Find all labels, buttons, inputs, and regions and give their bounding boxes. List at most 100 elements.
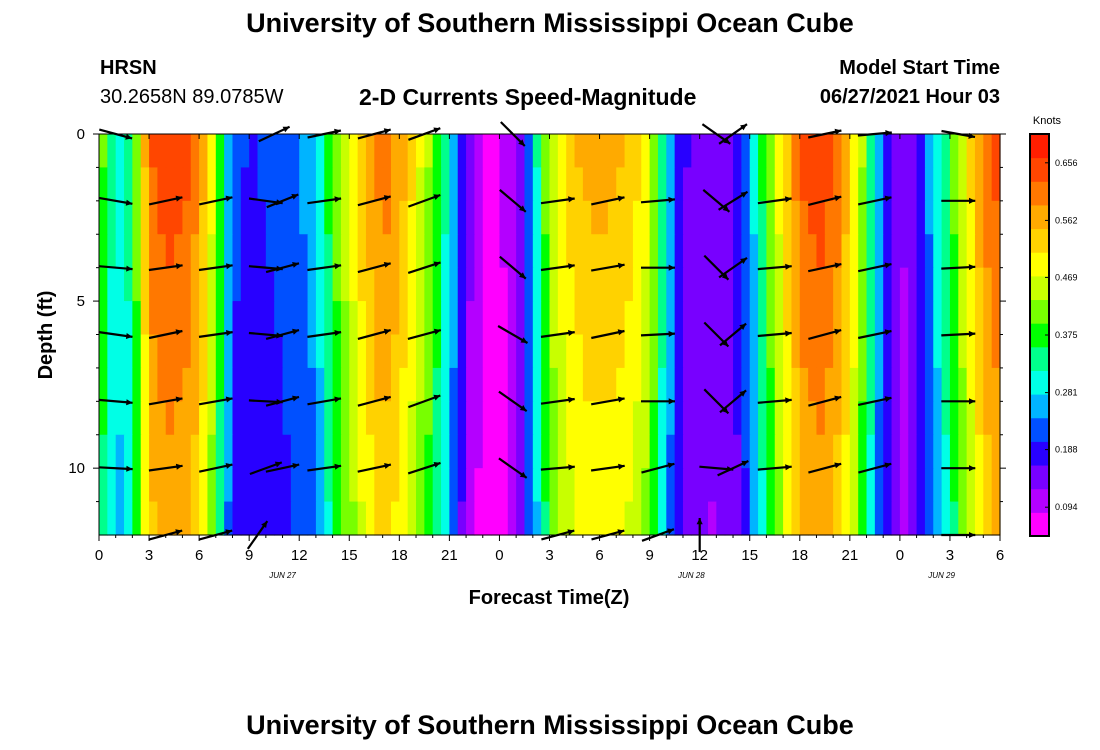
current-vector-head	[175, 463, 183, 470]
heatmap-cell	[215, 468, 225, 503]
heatmap-cell	[883, 468, 893, 503]
heatmap-cell	[699, 134, 709, 169]
heatmap-cell	[883, 501, 893, 536]
current-vector-head	[617, 529, 625, 536]
heatmap-cells	[99, 134, 1001, 536]
heatmap-cell	[374, 200, 384, 235]
heatmap-cell	[899, 267, 909, 302]
heatmap-cell	[749, 501, 759, 536]
heatmap-cell	[941, 501, 951, 536]
heatmap-cell	[399, 367, 409, 402]
heatmap-cell	[315, 334, 325, 369]
heatmap-cell	[933, 267, 943, 302]
heatmap-cell	[599, 501, 609, 536]
heatmap-cell	[616, 501, 626, 536]
current-vector-head	[126, 465, 133, 472]
current-vector-head	[617, 262, 625, 269]
heatmap-cell	[482, 434, 492, 469]
heatmap-cell	[824, 234, 834, 269]
current-vector-head	[292, 328, 299, 335]
heatmap-cell	[833, 234, 843, 269]
heatmap-cell	[541, 501, 551, 536]
heatmap-cell	[574, 468, 584, 503]
heatmap-cell	[532, 167, 542, 202]
heatmap-cell	[507, 468, 517, 503]
heatmap-cell	[324, 401, 334, 436]
heatmap-cell	[574, 167, 584, 202]
heatmap-cell	[991, 367, 1001, 402]
heatmap-cell	[749, 301, 759, 336]
heatmap-cell	[499, 234, 509, 269]
colorbar-band	[1030, 488, 1049, 513]
heatmap-cell	[741, 468, 751, 503]
heatmap-cell	[232, 468, 242, 503]
heatmap-cell	[182, 267, 192, 302]
current-vector-head	[785, 263, 792, 270]
heatmap-cell	[574, 367, 584, 402]
heatmap-cell	[265, 167, 275, 202]
heatmap-cell	[249, 367, 259, 402]
heatmap-cell	[833, 167, 843, 202]
heatmap-cell	[983, 167, 993, 202]
heatmap-cell	[124, 468, 133, 503]
heatmap-cell	[357, 301, 367, 336]
heatmap-cell	[624, 234, 634, 269]
colorbar-band	[1030, 275, 1049, 301]
heatmap-cell	[365, 167, 375, 202]
heatmap-cell	[916, 468, 926, 503]
heatmap-cell	[174, 134, 184, 169]
heatmap-cell	[666, 334, 676, 369]
heatmap-cell	[491, 334, 501, 369]
heatmap-cell	[733, 200, 742, 235]
heatmap-cell	[783, 367, 793, 402]
heatmap-cell	[824, 167, 834, 202]
heatmap-cell	[791, 167, 801, 202]
heatmap-cell	[474, 301, 484, 336]
heatmap-cell	[632, 401, 642, 436]
heatmap-cell	[307, 334, 317, 369]
heatmap-cell	[99, 501, 108, 536]
heatmap-cell	[808, 367, 818, 402]
heatmap-cell	[833, 468, 843, 503]
heatmap-cell	[265, 401, 275, 436]
heatmap-cell	[382, 367, 392, 402]
heatmap-cell	[482, 401, 492, 436]
heatmap-cell	[716, 234, 726, 269]
heatmap-cell	[708, 234, 717, 269]
heatmap-cell	[107, 234, 117, 269]
heatmap-cell	[299, 234, 309, 269]
heatmap-cell	[799, 367, 809, 402]
heatmap-cell	[749, 200, 759, 235]
current-vector-head	[291, 194, 299, 200]
heatmap-cell	[115, 401, 125, 436]
heatmap-cell	[774, 434, 784, 469]
heatmap-cell	[491, 367, 501, 402]
heatmap-cell	[607, 434, 617, 469]
heatmap-cell	[474, 134, 484, 169]
heatmap-cell	[766, 401, 776, 436]
heatmap-cell	[199, 134, 209, 169]
heatmap-cell	[282, 367, 292, 402]
heatmap-cell	[499, 134, 509, 169]
heatmap-cell	[424, 401, 434, 436]
heatmap-cell	[574, 234, 584, 269]
heatmap-cell	[733, 267, 742, 302]
heatmap-cell	[933, 468, 943, 503]
heatmap-cell	[399, 167, 409, 202]
heatmap-cell	[983, 367, 993, 402]
heatmap-cell	[549, 267, 559, 302]
heatmap-cell	[416, 301, 425, 336]
heatmap-cell	[524, 468, 534, 503]
heatmap-cell	[149, 401, 158, 436]
heatmap-cell	[966, 200, 976, 235]
heatmap-cell	[574, 334, 584, 369]
heatmap-cell	[566, 334, 576, 369]
heatmap-cell	[365, 468, 375, 503]
heatmap-cell	[641, 367, 651, 402]
heatmap-cell	[115, 234, 125, 269]
current-vector-head	[834, 195, 842, 202]
heatmap-cell	[716, 267, 726, 302]
heatmap-cell	[165, 401, 175, 436]
heatmap-cell	[541, 167, 551, 202]
heatmap-cell	[207, 501, 217, 536]
